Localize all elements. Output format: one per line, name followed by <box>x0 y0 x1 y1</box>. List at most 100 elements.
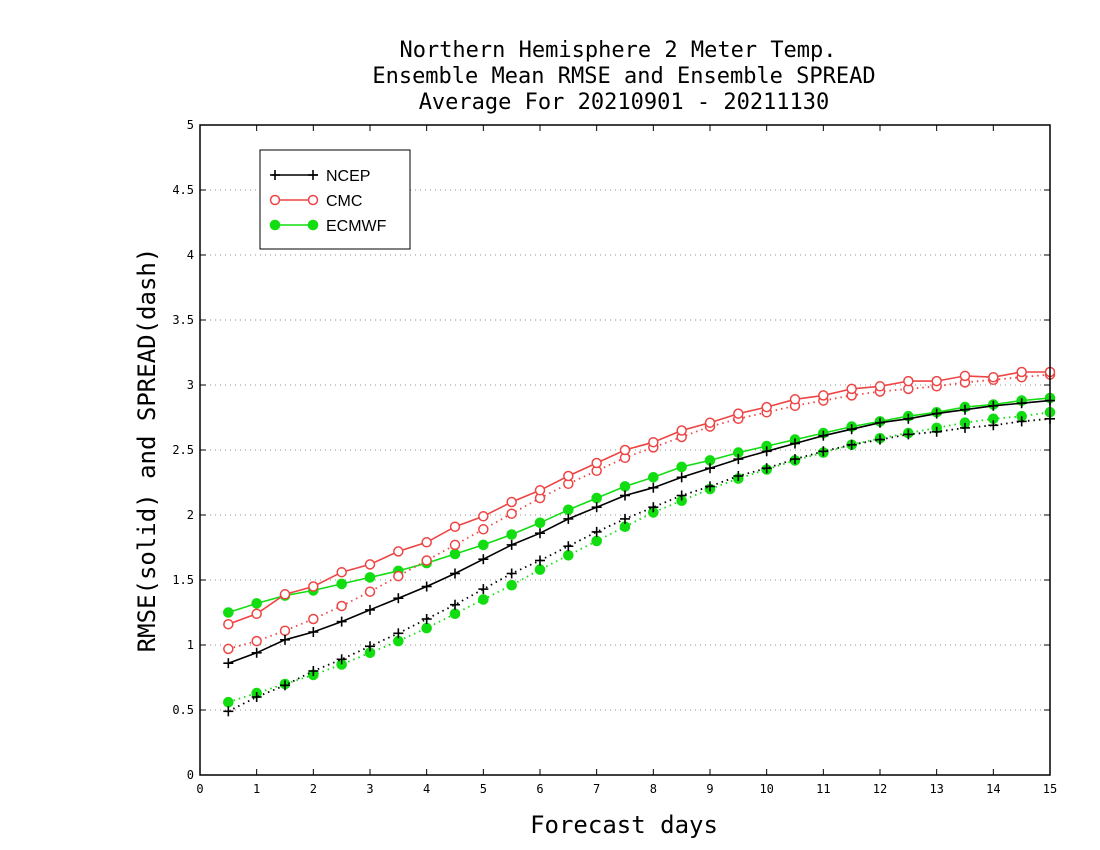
cmc-rmse-point <box>223 618 234 630</box>
ecmwf-spread-point <box>534 564 546 575</box>
ncep-rmse-point <box>450 568 460 579</box>
series-ecmwf <box>223 392 1056 708</box>
ncep-rmse-point <box>648 482 659 493</box>
cmc-spread-point <box>279 625 291 636</box>
title-line-3: Average For 20210901 - 20211130 <box>419 90 830 115</box>
ncep-spread-point <box>960 422 970 433</box>
ecmwf-spread-line <box>228 411 1051 704</box>
y-tick-label: 2 <box>187 508 194 522</box>
cmc-rmse-point <box>393 546 404 557</box>
legend-marker-ncep <box>308 170 318 180</box>
legend-marker-cmc <box>269 194 281 206</box>
ncep-spread-point <box>535 555 545 566</box>
ncep-rmse-point <box>308 627 319 637</box>
ncep-spread-point <box>903 429 914 440</box>
cmc-rmse-point <box>874 381 886 392</box>
x-tick-label: 14 <box>986 782 1000 796</box>
cmc-spread-point <box>506 508 517 519</box>
ncep-rmse-point <box>591 502 602 513</box>
cmc-rmse-point <box>648 436 659 448</box>
ecmwf-rmse-point <box>336 578 347 590</box>
ncep-spread-point <box>223 706 234 717</box>
cmc-rmse-point <box>959 370 971 382</box>
ncep-rmse-line <box>228 399 1051 664</box>
x-tick-label: 11 <box>816 782 830 796</box>
ecmwf-rmse-point <box>364 572 376 583</box>
cmc-rmse-point <box>931 375 942 387</box>
ncep-spread-point <box>846 439 857 450</box>
ecmwf-spread-point <box>563 550 574 561</box>
x-tick-label: 6 <box>536 782 543 796</box>
cmc-rmse-point <box>534 485 546 496</box>
ncep-rmse-point <box>790 438 800 449</box>
cmc-rmse-point <box>818 390 829 401</box>
cmc-rmse-point <box>421 537 432 548</box>
y-tick-label: 3 <box>187 378 194 392</box>
cmc-rmse-point <box>903 375 914 387</box>
ecmwf-rmse-point <box>251 598 262 609</box>
ncep-spread-point <box>251 692 262 702</box>
cmc-rmse-point <box>308 581 319 592</box>
ncep-rmse-point <box>336 616 347 627</box>
ncep-rmse-point <box>761 446 772 457</box>
ecmwf-spread-point <box>506 579 517 591</box>
legend-entry-ecmwf: ECMWF <box>269 218 387 235</box>
legend-label-ecmwf: ECMWF <box>326 218 387 235</box>
ncep-rmse-point <box>506 539 517 550</box>
ncep-spread-point <box>421 614 432 624</box>
ncep-rmse-point <box>1016 398 1027 409</box>
cmc-rmse-point <box>704 417 716 428</box>
ncep-rmse-point <box>988 400 999 411</box>
ncep-spread-point <box>648 502 659 513</box>
y-tick-label: 0.5 <box>172 703 194 717</box>
ncep-spread-point <box>790 454 800 465</box>
cmc-rmse-point <box>846 383 857 395</box>
ecmwf-rmse-point <box>223 607 234 618</box>
ncep-spread-point <box>733 471 744 481</box>
cmc-spread-point <box>223 643 234 655</box>
x-tick-label: 7 <box>593 782 600 796</box>
ncep-rmse-point <box>535 528 545 539</box>
cmc-rmse-point <box>1016 366 1027 378</box>
ncep-spread-point <box>591 526 602 537</box>
legend-marker-ncep <box>270 170 280 180</box>
legend-marker-ecmwf <box>269 219 281 231</box>
y-tick-label: 1.5 <box>172 573 194 587</box>
cmc-spread-point <box>449 539 461 551</box>
ecmwf-spread-point <box>478 594 489 605</box>
ecmwf-rmse-point <box>449 548 461 560</box>
x-tick-label: 2 <box>310 782 317 796</box>
ncep-spread-line <box>227 417 1051 713</box>
ncep-rmse-point <box>733 454 744 465</box>
ecmwf-spread-point <box>421 622 432 634</box>
cmc-rmse-point <box>336 566 347 578</box>
series-layer <box>223 366 1056 717</box>
ecmwf-spread-point <box>223 696 234 708</box>
x-tick-label: 13 <box>929 782 943 796</box>
cmc-rmse-point <box>988 371 999 383</box>
ncep-spread-point <box>875 434 885 445</box>
cmc-rmse-point <box>591 457 602 469</box>
ncep-rmse-point <box>818 430 829 441</box>
series-cmc <box>223 366 1056 655</box>
ncep-rmse-point <box>251 647 262 658</box>
x-tick-label: 3 <box>366 782 373 796</box>
x-tick-label: 15 <box>1043 782 1057 796</box>
ncep-spread-point <box>705 481 715 492</box>
ncep-rmse-point <box>903 413 914 424</box>
ncep-rmse-point <box>478 554 489 565</box>
cmc-rmse-point <box>761 401 772 413</box>
cmc-spread-point <box>364 586 376 597</box>
ncep-spread-point <box>478 584 489 595</box>
x-tick-label: 8 <box>650 782 657 796</box>
cmc-spread-point <box>393 570 404 582</box>
chart-title: Northern Hemisphere 2 Meter Temp. Ensemb… <box>372 38 875 115</box>
legend-marker-ecmwf <box>307 219 319 231</box>
ncep-spread-point <box>1016 416 1027 427</box>
y-axis-label: RMSE(solid) and SPREAD(dash) <box>133 248 161 653</box>
ncep-spread-point <box>620 513 630 524</box>
ecmwf-rmse-point <box>506 529 517 540</box>
cmc-rmse-point <box>478 511 489 522</box>
plot-frame <box>199 124 1051 776</box>
